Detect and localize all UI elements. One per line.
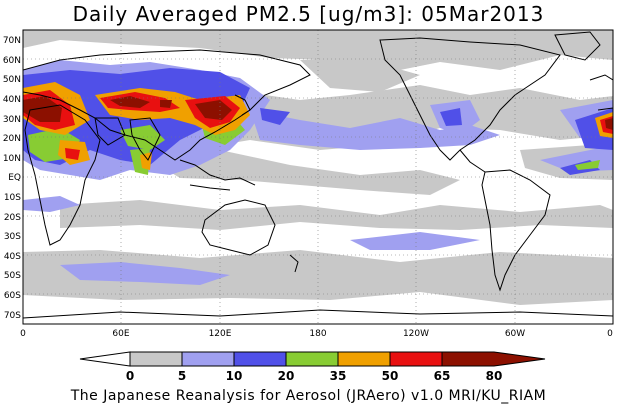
lat-label: 60N <box>3 56 21 66</box>
coastlines <box>23 31 613 319</box>
colorbar-label: 10 <box>226 369 243 383</box>
lat-label: EQ <box>8 173 21 183</box>
lat-label: 70N <box>3 36 21 46</box>
lat-label: 70S <box>4 311 21 321</box>
map-title: Daily Averaged PM2.5 [ug/m3]: 05Mar2013 <box>72 2 545 26</box>
lat-label: 20S <box>4 213 21 223</box>
colorbar-labels: 0 5 10 20 35 50 65 80 <box>126 369 503 383</box>
lon-label: 0 <box>20 329 26 339</box>
map-frame <box>22 29 614 325</box>
colorbar-segment-35-50 <box>285 351 339 367</box>
lat-label: 40N <box>3 95 21 105</box>
colorbar-label: 50 <box>382 369 399 383</box>
colorbar-segment-65-80 <box>389 351 443 367</box>
lat-label: 10N <box>3 154 21 164</box>
lon-label: 120E <box>209 329 232 339</box>
lon-label: 180 <box>309 329 326 339</box>
colorbar-segment-80-plus <box>441 351 546 367</box>
lat-label: 50S <box>4 271 21 281</box>
colorbar-segment-10-20 <box>181 351 235 367</box>
lon-label: 120W <box>403 329 429 339</box>
colorbar-segment-50-65 <box>337 351 391 367</box>
lat-label: 50N <box>3 75 21 85</box>
pm25-field <box>23 30 613 324</box>
colorbar-label: 20 <box>278 369 295 383</box>
lon-label: 60W <box>505 329 525 339</box>
data-source-credit: The Japanese Reanalysis for Aerosol (JRA… <box>70 388 547 404</box>
latitude-labels: 70N 60N 50N 40N 30N 20N 10N EQ 10S 20S 3… <box>3 36 21 321</box>
colorbar-label: 5 <box>178 369 186 383</box>
graticule <box>23 30 613 324</box>
pm25-band-80-plus <box>23 96 613 130</box>
colorbar-segment-0-5 <box>79 351 131 367</box>
lat-label: 30N <box>3 115 21 125</box>
lat-label: 10S <box>4 193 21 203</box>
lat-label: 60S <box>4 291 21 301</box>
colorbar <box>79 351 546 367</box>
lat-label: 30S <box>4 232 21 242</box>
colorbar-label: 35 <box>330 369 347 383</box>
lat-label: 20N <box>3 134 21 144</box>
lat-label: 40S <box>4 252 21 262</box>
lon-label: 60E <box>112 329 129 339</box>
colorbar-label: 65 <box>434 369 451 383</box>
colorbar-segment-20-35 <box>233 351 287 367</box>
longitude-labels: 0 60E 120E 180 120W 60W 0 <box>20 329 613 339</box>
lon-label: 0 <box>607 329 613 339</box>
colorbar-segment-5-10 <box>129 351 183 367</box>
colorbar-label: 0 <box>126 369 134 383</box>
colorbar-label: 80 <box>486 369 503 383</box>
